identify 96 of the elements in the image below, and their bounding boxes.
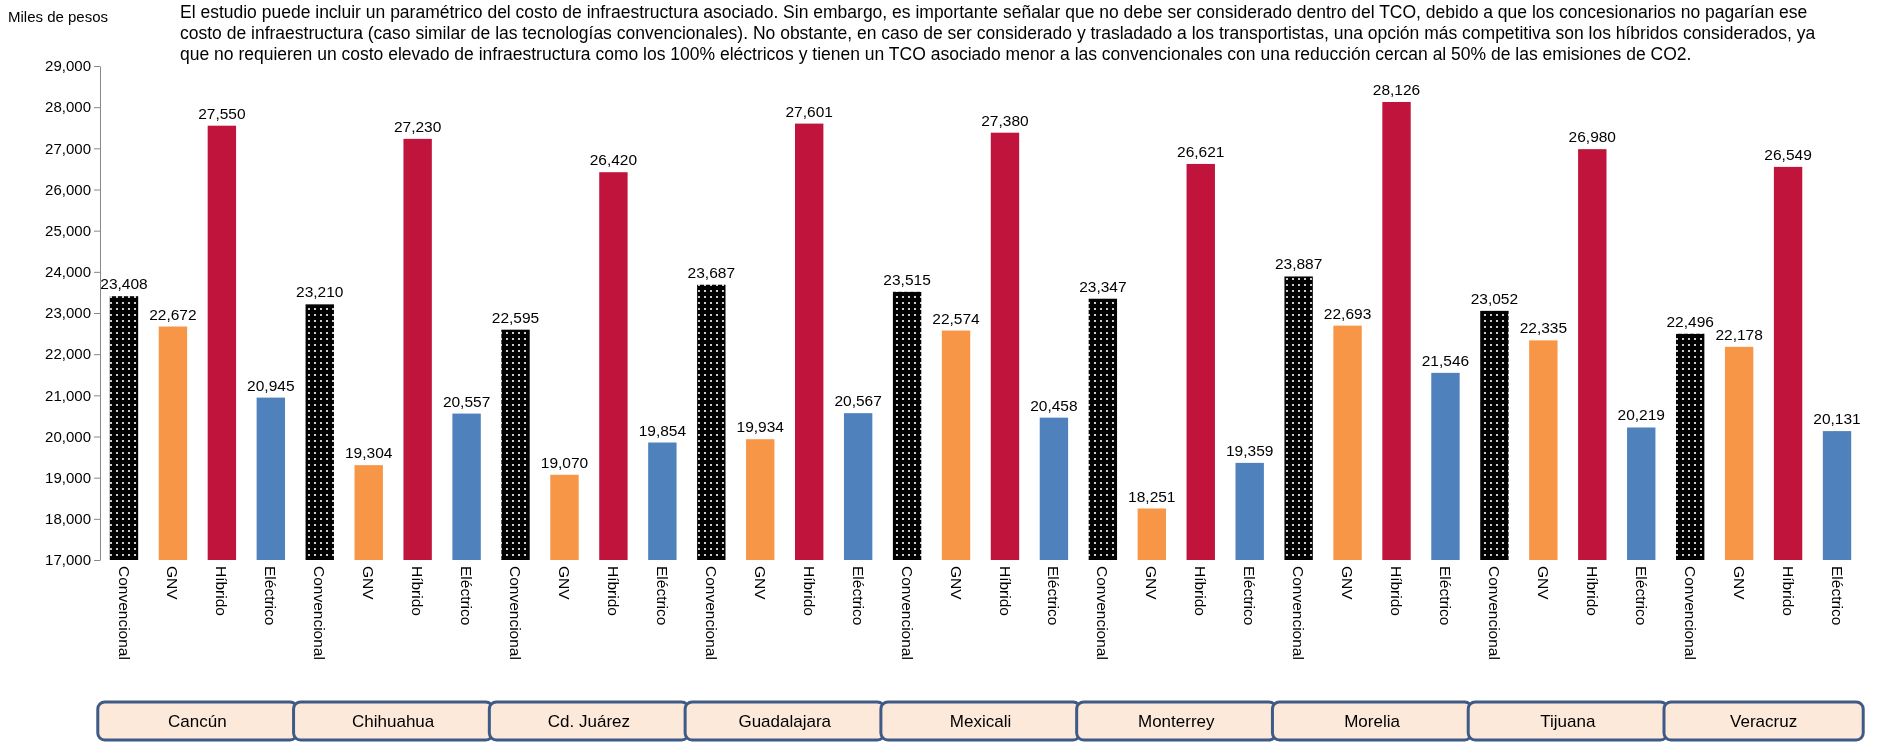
x-tick-label: Eléctrico xyxy=(849,566,867,626)
text: Guadalajara xyxy=(738,711,832,731)
y-tick-label: 21,000 xyxy=(45,386,91,404)
data-label: 20,219 xyxy=(1617,406,1665,424)
data-label: 20,567 xyxy=(834,392,882,410)
x-tick-label: GNV xyxy=(1339,566,1357,601)
data-label: 27,550 xyxy=(198,104,246,122)
x-tick-label: GNV xyxy=(1143,566,1161,601)
data-label: 19,934 xyxy=(736,418,785,436)
text: Chihuahua xyxy=(352,711,435,731)
y-tick-label: 17,000 xyxy=(45,551,91,569)
data-label: 23,515 xyxy=(883,270,931,288)
data-label: 23,347 xyxy=(1079,277,1127,295)
x-tick-label: Híbrido xyxy=(1192,566,1210,616)
x-tick-label: Híbrido xyxy=(213,566,231,616)
x-tick-label: Eléctrico xyxy=(458,566,476,626)
x-tick-label: GNV xyxy=(164,566,182,601)
chart-title: El estudio puede incluir un paramétrico del costo de infraestructura asociado. Sin embargo, es importante señalar que no debe ser considerado dentro del TCO, debido a que los concesionarios no pagarían ese costo de infraestructura (caso similar de las tecnologías convencionales). No obstante, en caso de ser considerado y trasladado a los transportistas, una opción más competitiva son los híbridos considerados, ya que no requieren un costo elevado de infraestructura como los 100% eléctricos y tienen un TCO asociado menor a las convencionales con una reducción cercan al 50% de las emisiones de CO2. xyxy=(180,2,1817,65)
data-label: 22,496 xyxy=(1666,312,1714,330)
y-axis-title: Miles de pesos xyxy=(8,8,109,25)
data-label: 26,980 xyxy=(1568,128,1617,146)
data-label: 19,070 xyxy=(540,453,589,471)
x-tick-label: Híbrido xyxy=(800,566,818,616)
data-label: 19,304 xyxy=(344,444,393,462)
data-label: 22,693 xyxy=(1323,304,1372,322)
x-tick-label: Convencional xyxy=(1094,566,1112,660)
x-tick-label: Híbrido xyxy=(996,566,1014,616)
text: Veracruz xyxy=(1730,711,1798,731)
x-tick-label: Eléctrico xyxy=(262,566,280,626)
text: Tijuana xyxy=(1540,711,1596,731)
x-tick-label: Convencional xyxy=(507,566,525,660)
data-label: 19,359 xyxy=(1225,441,1274,459)
x-tick-label: Eléctrico xyxy=(1437,566,1455,626)
x-tick-label: Convencional xyxy=(1485,566,1503,660)
x-tick-label: GNV xyxy=(1534,566,1552,601)
data-label: 27,230 xyxy=(393,117,442,135)
data-label: 22,335 xyxy=(1519,319,1568,337)
data-label: 26,420 xyxy=(589,151,638,169)
x-tick-label: Convencional xyxy=(1290,566,1308,660)
data-label: 26,549 xyxy=(1764,145,1812,163)
data-label: 22,574 xyxy=(932,309,981,327)
x-tick-label: GNV xyxy=(751,566,769,601)
data-label: 23,408 xyxy=(100,275,148,293)
x-tick-label: Híbrido xyxy=(605,566,622,616)
data-label: 28,126 xyxy=(1372,80,1421,98)
data-label: 22,595 xyxy=(491,308,540,326)
data-label: 21,546 xyxy=(1421,351,1470,369)
x-tick-label: Híbrido xyxy=(409,566,427,616)
y-tick-label: 24,000 xyxy=(45,263,91,281)
y-tick-label: 27,000 xyxy=(45,139,91,157)
x-tick-label: Convencional xyxy=(115,566,133,660)
data-label: 27,380 xyxy=(981,111,1030,129)
data-label: 23,210 xyxy=(296,283,344,301)
data-label: 23,887 xyxy=(1274,255,1323,273)
data-label: 19,854 xyxy=(638,421,687,439)
data-label: 20,557 xyxy=(442,392,491,410)
text: Monterrey xyxy=(1138,711,1216,731)
y-tick-label: 25,000 xyxy=(45,221,91,239)
x-tick-label: Eléctrico xyxy=(1632,566,1650,626)
data-label: 23,687 xyxy=(687,263,736,281)
x-tick-label: Eléctrico xyxy=(653,566,671,626)
data-label: 20,945 xyxy=(247,376,295,394)
y-tick-label: 23,000 xyxy=(45,304,91,322)
x-tick-label: GNV xyxy=(1730,566,1748,601)
x-tick-label: GNV xyxy=(947,566,965,601)
text: Cancún xyxy=(168,711,227,731)
data-label: 22,178 xyxy=(1715,325,1763,343)
data-label: 20,458 xyxy=(1030,396,1078,414)
x-tick-label: Convencional xyxy=(311,566,329,660)
y-tick-label: 29,000 xyxy=(45,57,91,75)
x-tick-label: Convencional xyxy=(1681,566,1699,660)
text: Morelia xyxy=(1344,711,1401,731)
x-tick-label: GNV xyxy=(360,566,378,601)
text: Mexicali xyxy=(949,711,1012,731)
x-tick-label: Convencional xyxy=(898,566,916,660)
x-tick-label: Eléctrico xyxy=(1045,566,1063,626)
data-label: 23,052 xyxy=(1470,289,1519,307)
y-tick-label: 19,000 xyxy=(45,468,91,486)
x-tick-label: Híbrido xyxy=(1583,566,1601,616)
y-tick-label: 26,000 xyxy=(45,180,91,198)
y-tick-label: 18,000 xyxy=(45,510,91,528)
data-label: 26,621 xyxy=(1177,142,1225,160)
y-tick-label: 22,000 xyxy=(45,345,91,363)
x-tick-label: Convencional xyxy=(702,566,720,660)
x-tick-label: GNV xyxy=(556,566,574,601)
data-label: 27,601 xyxy=(785,102,833,120)
data-label: 22,672 xyxy=(149,305,197,323)
text: Cd. Juárez xyxy=(547,711,631,731)
x-tick-label: Eléctrico xyxy=(1828,566,1846,626)
x-tick-label: Híbrido xyxy=(1779,566,1797,616)
data-label: 20,131 xyxy=(1813,410,1861,428)
x-tick-label: Eléctrico xyxy=(1241,566,1259,626)
y-tick-label: 20,000 xyxy=(45,427,91,445)
y-tick-label: 28,000 xyxy=(45,98,91,116)
x-tick-label: Híbrido xyxy=(1388,566,1406,616)
data-label: 18,251 xyxy=(1128,487,1176,505)
